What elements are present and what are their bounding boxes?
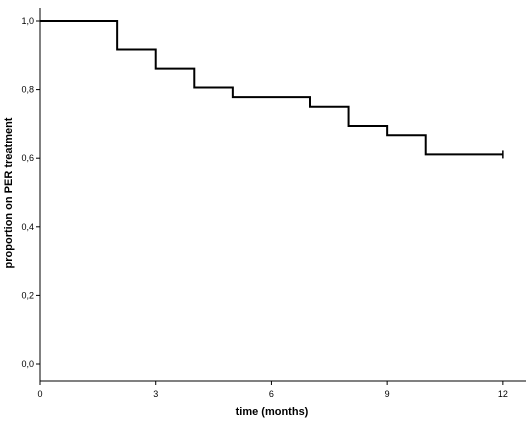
- y-tick-label: 0,6: [21, 153, 34, 163]
- y-tick-label: 1,0: [21, 16, 34, 26]
- x-tick-label: 0: [37, 389, 42, 399]
- y-tick-label: 0,0: [21, 359, 34, 369]
- x-tick-label: 6: [269, 389, 274, 399]
- x-tick-label: 9: [385, 389, 390, 399]
- y-tick-label: 0,2: [21, 290, 34, 300]
- y-axis-title: proportion on PER treatment: [3, 117, 15, 268]
- x-axis-title: time (months): [236, 406, 309, 418]
- x-tick-label: 3: [153, 389, 158, 399]
- axes: 0,0 0,2 0,4 0,6 0,8 1,0 0 3 6 9 12: [21, 8, 526, 399]
- x-tick-label: 12: [498, 389, 508, 399]
- y-tick-label: 0,4: [21, 222, 34, 232]
- plot-area: [40, 20, 504, 159]
- y-tick-label: 0,8: [21, 85, 34, 95]
- survival-step-line: [40, 20, 503, 156]
